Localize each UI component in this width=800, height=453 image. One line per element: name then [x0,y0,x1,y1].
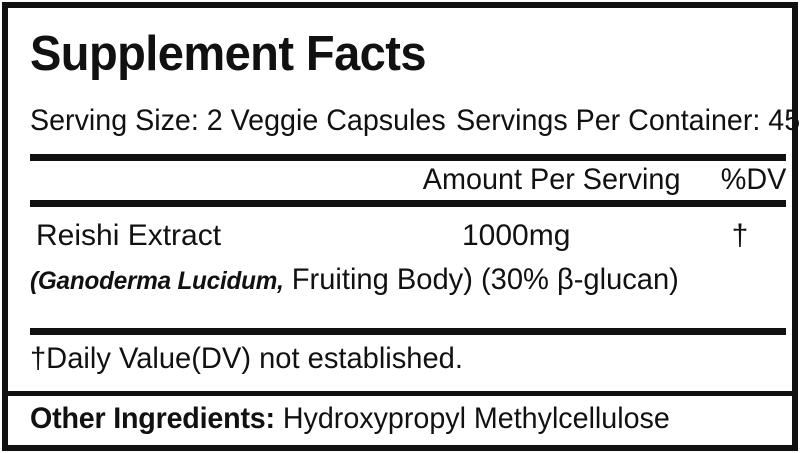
nutrient-source-detail: Fruiting Body) (30% β-glucan) [283,263,679,296]
serving-size-text: Serving Size: 2 Veggie Capsules [30,104,446,137]
divider-header-bottom [30,200,786,207]
nutrient-source-row: (Ganoderma Lucidum, Fruiting Body) (30% … [30,263,679,297]
servings-per-container-text: Servings Per Container: 45 [456,104,800,137]
divider-header-top [30,154,786,161]
nutrient-scientific-name: (Ganoderma Lucidum, [30,267,284,295]
nutrient-row: Reishi Extract 1000mg † [30,219,786,257]
other-ingredients-label: Other Ingredients: [30,402,275,435]
label-inner: Supplement Facts Serving Size: 2 Veggie … [2,8,800,445]
column-header-row: Amount Per Serving %DV [30,163,786,199]
column-header-amount-per-serving: Amount Per Serving [422,163,680,196]
column-header-percent-dv: %DV [720,163,786,196]
nutrient-name: Reishi Extract [36,219,222,252]
daily-value-footnote: †Daily Value(DV) not established. [30,342,463,375]
divider-footnote-top [30,328,786,335]
page-title: Supplement Facts [30,27,427,81]
nutrient-amount: 1000mg [462,219,571,252]
other-ingredients-value: Hydroxypropyl Methylcellulose [274,402,670,435]
other-ingredients-row: Other Ingredients: Hydroxypropyl Methylc… [30,402,670,436]
nutrient-daily-value: † [731,219,749,252]
divider-other-ingredients [2,391,798,396]
serving-info-row: Serving Size: 2 Veggie Capsules Servings … [30,104,800,137]
